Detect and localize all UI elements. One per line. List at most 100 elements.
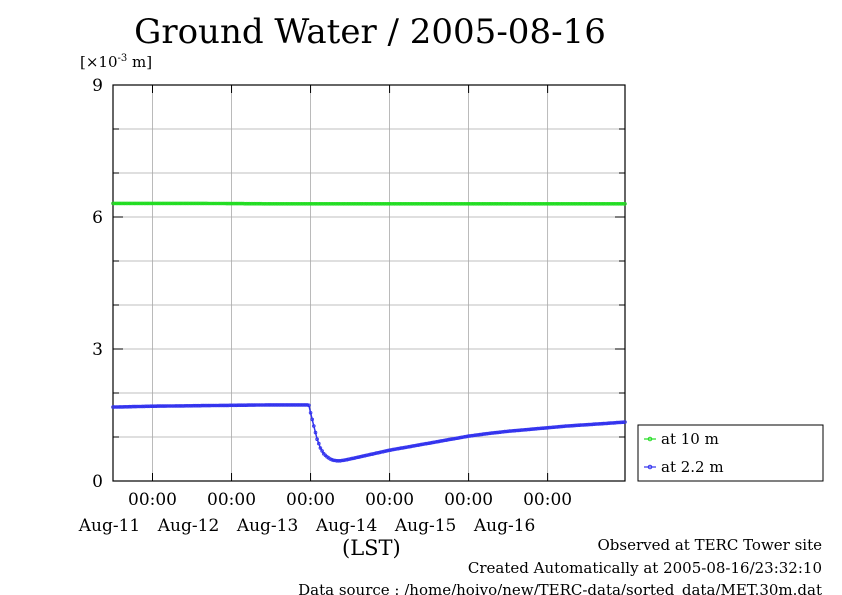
data-point (593, 202, 598, 206)
data-point (325, 202, 329, 206)
data-point (560, 424, 565, 429)
data-point (530, 202, 535, 206)
data-point (305, 403, 310, 407)
data-point (386, 202, 390, 206)
data-point (379, 202, 384, 206)
data-point (346, 457, 351, 462)
data-point (244, 201, 249, 206)
data-point (367, 452, 372, 457)
data-point (522, 202, 527, 206)
data-point (524, 427, 528, 432)
data-point (623, 420, 627, 424)
data-point (321, 202, 326, 206)
data-point (573, 423, 578, 428)
data-point (445, 438, 450, 442)
data-point (129, 404, 133, 409)
data-point (432, 202, 436, 206)
data-point (542, 202, 547, 206)
data-point (417, 202, 422, 206)
data-point (356, 202, 361, 206)
data-point (223, 201, 227, 206)
data-point (583, 422, 588, 427)
data-point (295, 202, 300, 206)
data-point (395, 202, 400, 206)
data-point (526, 427, 530, 432)
data-point (363, 202, 367, 206)
data-point (323, 202, 328, 206)
data-point (196, 403, 201, 408)
data-point (251, 201, 255, 206)
data-point (565, 202, 570, 206)
data-point (381, 449, 385, 454)
data-point (295, 403, 300, 407)
data-point (544, 202, 548, 206)
data-point (455, 436, 459, 441)
data-point (366, 202, 371, 206)
data-point (614, 420, 619, 425)
data-point (555, 425, 560, 429)
data-point (586, 202, 591, 206)
data-point (195, 403, 199, 408)
data-point (501, 429, 506, 434)
x-tick-date-label: Aug-16 (473, 516, 535, 536)
data-point (580, 202, 584, 206)
data-point (384, 449, 389, 453)
data-point (532, 427, 537, 431)
data-point (600, 202, 604, 206)
data-point (190, 403, 194, 408)
data-point (186, 201, 191, 206)
data-point (111, 405, 115, 409)
data-point (397, 446, 402, 451)
data-point (502, 429, 507, 434)
data-point (420, 442, 425, 447)
data-point (465, 434, 469, 439)
data-point (264, 403, 268, 407)
data-point (519, 428, 524, 432)
data-point (122, 404, 127, 409)
data-point (415, 202, 420, 206)
data-point (297, 202, 301, 206)
data-point (363, 453, 367, 458)
data-point (613, 420, 617, 425)
data-point (555, 202, 560, 206)
data-point (570, 202, 575, 206)
legend-marker (647, 436, 653, 442)
data-point (364, 453, 369, 458)
data-point (474, 433, 479, 437)
data-point (348, 457, 352, 461)
data-point (359, 202, 364, 206)
data-point (387, 202, 392, 206)
data-point (210, 201, 214, 206)
data-point (144, 404, 148, 409)
data-point (221, 201, 226, 206)
data-point (552, 202, 556, 206)
legend-label: at 2.2 m (661, 458, 724, 476)
data-point (568, 423, 573, 428)
data-point (349, 202, 354, 206)
data-point (450, 437, 454, 441)
data-point (465, 202, 469, 206)
data-point (374, 451, 379, 455)
data-point (288, 403, 293, 407)
data-point (562, 202, 566, 206)
data-point (170, 404, 175, 408)
data-point (535, 426, 540, 431)
data-point (180, 201, 184, 206)
data-point (405, 445, 410, 449)
data-point (404, 445, 408, 450)
data-point (132, 201, 137, 206)
data-point (468, 202, 473, 206)
data-point (573, 202, 578, 206)
data-point (532, 202, 537, 206)
data-point (600, 421, 604, 426)
data-point (147, 201, 152, 206)
data-point (211, 201, 216, 206)
data-point (423, 441, 428, 446)
data-point (484, 202, 489, 206)
data-point (387, 448, 392, 453)
data-point (158, 404, 163, 408)
data-point (270, 403, 275, 407)
y-tick-label: 0 (92, 472, 103, 492)
data-point (200, 201, 204, 206)
legend-label: at 10 m (661, 430, 719, 448)
